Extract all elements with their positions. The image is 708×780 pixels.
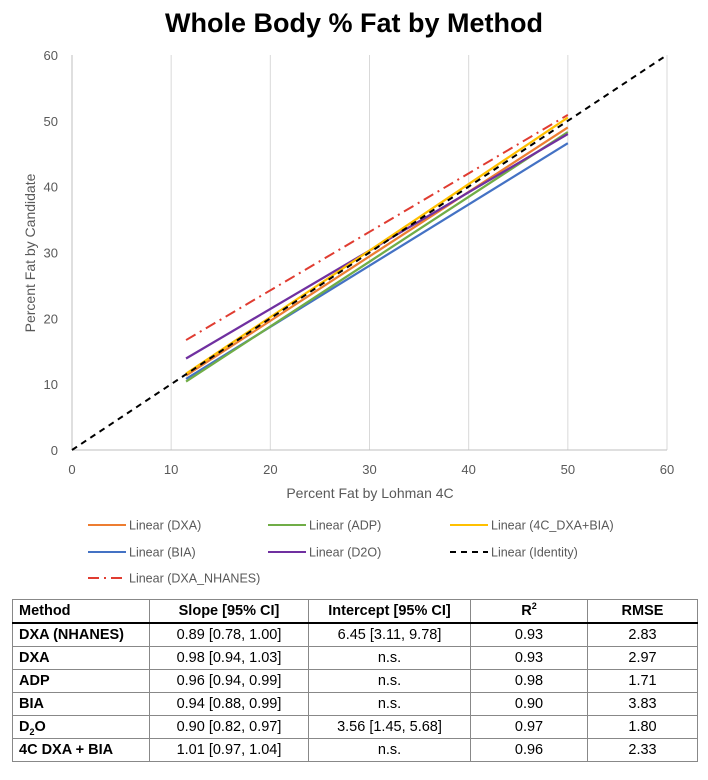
series-line-linear-identity <box>71 54 668 451</box>
intercept-cell: n.s. <box>308 738 471 762</box>
legend-label: Linear (Identity) <box>491 546 578 560</box>
method-cell: D2O <box>12 715 150 739</box>
series-line-linear-adp <box>185 131 569 383</box>
header-rmse: RMSE <box>587 599 698 624</box>
slope-cell: 0.90 [0.82, 0.97] <box>149 715 309 739</box>
table-row: 4C DXA + BIA 1.01 [0.97, 1.04] n.s. 0.96… <box>12 738 698 762</box>
intercept-cell: n.s. <box>308 646 471 670</box>
rmse-cell: 2.33 <box>587 738 698 762</box>
x-axis-title: Percent Fat by Lohman 4C <box>286 485 453 501</box>
method-cell: 4C DXA + BIA <box>12 738 150 762</box>
table-row: ADP 0.96 [0.94, 0.99] n.s. 0.98 1.71 <box>12 669 698 693</box>
intercept-cell: n.s. <box>308 692 471 716</box>
series-lines <box>71 54 668 451</box>
r2-cell: 0.98 <box>470 669 588 693</box>
rmse-cell: 3.83 <box>587 692 698 716</box>
legend-label: Linear (ADP) <box>309 519 381 533</box>
chart-area: 0 10 20 30 40 50 60 0 10 20 30 40 50 60 Percent Fat b… <box>22 48 675 586</box>
legend: Linear (DXA) Linear (ADP) Linear (4C_DXA+B… <box>88 519 614 586</box>
r2-cell: 0.93 <box>470 646 588 670</box>
slope-cell: 0.89 [0.78, 1.00] <box>149 623 309 647</box>
rmse-cell: 1.71 <box>587 669 698 693</box>
y-tick-label: 40 <box>44 180 58 195</box>
legend-label: Linear (DXA_NHANES) <box>129 572 260 586</box>
rmse-cell: 2.83 <box>587 623 698 647</box>
x-tick-label: 10 <box>164 462 178 477</box>
slope-cell: 1.01 [0.97, 1.04] <box>149 738 309 762</box>
tick-labels: 0 10 20 30 40 50 60 0 10 20 30 40 50 60 <box>44 48 675 477</box>
y-tick-label: 30 <box>44 246 58 261</box>
x-tick-label: 50 <box>561 462 575 477</box>
legend-label: Linear (BIA) <box>129 546 196 560</box>
table-row: DXA (NHANES) 0.89 [0.78, 1.00] 6.45 [3.1… <box>12 623 698 647</box>
series-line-linear-dxa-nhanes <box>185 114 569 341</box>
rmse-cell: 2.97 <box>587 646 698 670</box>
y-tick-label: 10 <box>44 377 58 392</box>
y-tick-label: 60 <box>44 48 58 63</box>
x-tick-label: 20 <box>263 462 277 477</box>
method-cell: ADP <box>12 669 150 693</box>
y-tick-label: 20 <box>44 311 58 326</box>
chart-title: Whole Body % Fat by Method <box>165 8 543 38</box>
axes <box>71 55 667 451</box>
method-cell: DXA (NHANES) <box>12 623 150 647</box>
intercept-cell: 6.45 [3.11, 9.78] <box>308 623 471 647</box>
header-intercept: Intercept [95% CI] <box>308 599 471 624</box>
table-header-row: Method Slope [95% CI] Intercept [95% CI]… <box>12 599 698 624</box>
slope-cell: 0.98 [0.94, 1.03] <box>149 646 309 670</box>
x-tick-label: 30 <box>362 462 376 477</box>
table-row: D2O 0.90 [0.82, 0.97] 3.56 [1.45, 5.68] … <box>12 715 698 739</box>
y-axis-title: Percent Fat by Candidate <box>22 173 38 332</box>
y-tick-label: 0 <box>51 443 58 458</box>
method-cell: DXA <box>12 646 150 670</box>
results-table: Method Slope [95% CI] Intercept [95% CI]… <box>12 599 698 762</box>
legend-label: Linear (DXA) <box>129 519 201 533</box>
slope-cell: 0.96 [0.94, 0.99] <box>149 669 309 693</box>
table-row: DXA 0.98 [0.94, 1.03] n.s. 0.93 2.97 <box>12 646 698 670</box>
method-cell: BIA <box>12 692 150 716</box>
legend-label: Linear (D2O) <box>309 546 381 560</box>
x-tick-label: 60 <box>660 462 674 477</box>
x-tick-label: 0 <box>68 462 75 477</box>
rmse-cell: 1.80 <box>587 715 698 739</box>
series-line-linear-dxa <box>185 126 569 377</box>
header-slope: Slope [95% CI] <box>149 599 309 624</box>
slope-cell: 0.94 [0.88, 0.99] <box>149 692 309 716</box>
r2-cell: 0.96 <box>470 738 588 762</box>
table-row: BIA 0.94 [0.88, 0.99] n.s. 0.90 3.83 <box>12 692 698 716</box>
header-r2: R2 <box>470 599 588 624</box>
intercept-cell: 3.56 [1.45, 5.68] <box>308 715 471 739</box>
r2-cell: 0.93 <box>470 623 588 647</box>
r2-cell: 0.90 <box>470 692 588 716</box>
r2-cell: 0.97 <box>470 715 588 739</box>
series-line-linear-4c-dxa-bia <box>185 116 569 375</box>
legend-label: Linear (4C_DXA+BIA) <box>491 519 614 533</box>
intercept-cell: n.s. <box>308 669 471 693</box>
x-tick-label: 40 <box>461 462 475 477</box>
header-method: Method <box>12 599 150 624</box>
y-tick-label: 50 <box>44 114 58 129</box>
